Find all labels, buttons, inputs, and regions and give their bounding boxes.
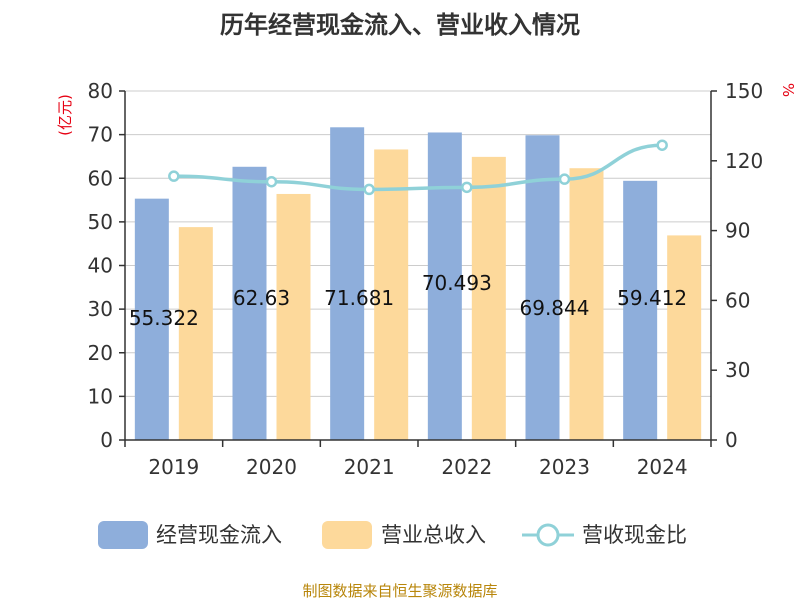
left-tick-label: 70 xyxy=(88,123,113,147)
bar-cash-inflow xyxy=(232,166,267,441)
data-label-cash-inflow: 69.844 xyxy=(520,296,590,320)
right-tick-label: 150 xyxy=(725,79,763,103)
left-tick-label: 50 xyxy=(88,210,113,234)
chart-title: 历年经营现金流入、营业收入情况 xyxy=(220,11,580,39)
bar-revenue xyxy=(374,149,409,440)
source-note: 制图数据来自恒生聚源数据库 xyxy=(302,582,497,600)
ratio-point xyxy=(656,139,668,151)
data-labels: 55.322 62.63 71.681 70.493 69.844 59.412 xyxy=(129,271,687,330)
bar-revenue xyxy=(667,235,702,440)
grid-lines xyxy=(125,90,711,397)
legend-swatch-revenue xyxy=(322,521,372,549)
ratio-point xyxy=(363,183,375,196)
bars xyxy=(134,127,702,441)
data-label-cash-inflow: 59.412 xyxy=(617,286,687,310)
data-label-cash-inflow: 71.681 xyxy=(324,286,394,310)
x-tick-label: 2024 xyxy=(637,455,688,479)
axes: 0 10 20 30 40 50 60 70 80 0 30 60 90 120 150 2019 2020 20… xyxy=(88,79,764,479)
right-axis-unit: % xyxy=(779,83,797,97)
legend: 经营现金流入 营业总收入 营收现金比 xyxy=(98,521,687,549)
x-tick-label: 2023 xyxy=(539,455,590,479)
right-tick-label: 90 xyxy=(725,219,750,243)
data-label-cash-inflow: 62.63 xyxy=(233,286,290,310)
left-tick-label: 80 xyxy=(88,79,113,103)
right-tick-label: 60 xyxy=(725,288,750,312)
ratio-point xyxy=(168,170,180,182)
ratio-point xyxy=(461,181,473,194)
x-tick-label: 2019 xyxy=(148,455,199,479)
x-tick-label: 2020 xyxy=(246,455,297,479)
bar-revenue xyxy=(569,168,604,440)
left-axis-unit: (亿元) xyxy=(56,94,74,136)
legend-label-cash-inflow: 经营现金流入 xyxy=(156,523,282,547)
right-tick-label: 0 xyxy=(725,428,738,452)
left-tick-label: 60 xyxy=(88,166,113,190)
bar-cash-inflow xyxy=(525,135,560,441)
legend-marker-ratio xyxy=(536,523,560,547)
ratio-point xyxy=(265,175,278,188)
ratio-line-path xyxy=(173,143,663,192)
right-tick-label: 120 xyxy=(725,149,763,173)
bar-revenue xyxy=(178,227,213,440)
ratio-point xyxy=(558,173,571,185)
left-tick-label: 20 xyxy=(88,341,113,365)
right-tick-label: 30 xyxy=(725,358,750,382)
x-tick-label: 2021 xyxy=(344,455,395,479)
bar-cash-inflow xyxy=(134,198,169,440)
bar-cash-inflow xyxy=(623,180,658,440)
bar-revenue xyxy=(471,156,506,440)
legend-label-ratio: 营收现金比 xyxy=(582,523,687,547)
bar-revenue xyxy=(276,193,311,440)
data-label-cash-inflow: 70.493 xyxy=(422,271,492,295)
left-tick-label: 40 xyxy=(88,254,113,278)
ratio-line xyxy=(168,139,668,196)
left-tick-label: 10 xyxy=(88,384,113,408)
bar-cash-inflow xyxy=(330,127,365,441)
x-tick-label: 2022 xyxy=(441,455,492,479)
left-tick-label: 30 xyxy=(88,297,113,321)
legend-label-revenue: 营业总收入 xyxy=(381,523,486,547)
bar-cash-inflow xyxy=(427,132,462,440)
data-label-cash-inflow: 55.322 xyxy=(129,306,199,330)
legend-swatch-cash-inflow xyxy=(98,521,148,549)
left-tick-label: 0 xyxy=(100,428,113,452)
